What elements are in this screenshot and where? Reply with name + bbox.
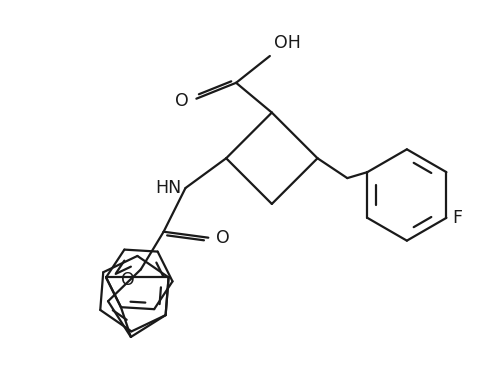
Text: OH: OH	[274, 34, 300, 52]
Text: F: F	[452, 209, 462, 227]
Text: O: O	[121, 271, 135, 289]
Text: O: O	[174, 92, 188, 110]
Text: HN: HN	[155, 179, 182, 197]
Text: O: O	[216, 229, 230, 247]
